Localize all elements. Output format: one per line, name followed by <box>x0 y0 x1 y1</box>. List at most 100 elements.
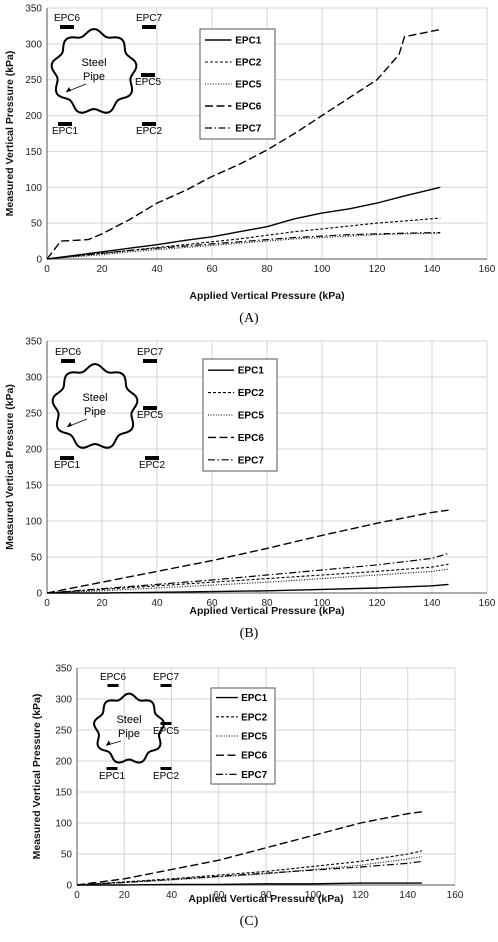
x-tick-label: 20 <box>96 598 108 609</box>
legend-label-epc5: EPC5 <box>241 732 268 743</box>
legend-label-epc6: EPC6 <box>238 433 265 444</box>
sensor-bar-epc6 <box>107 684 119 687</box>
y-tick-label: 50 <box>61 850 73 861</box>
x-tick-label: 120 <box>369 264 386 275</box>
series-line-epc5 <box>46 232 441 260</box>
y-tick-label: 100 <box>25 517 42 528</box>
legend-label-epc7: EPC7 <box>238 455 265 466</box>
panel-label: (C) <box>240 914 259 929</box>
pipe-pointer-arrow <box>66 87 71 92</box>
y-tick-label: 200 <box>25 111 42 122</box>
y-tick-label: 200 <box>25 445 42 456</box>
panel-label: (B) <box>240 626 259 641</box>
legend-label-epc1: EPC1 <box>235 36 262 47</box>
x-tick-label: 100 <box>305 890 322 901</box>
steel-pipe-outline <box>51 362 139 449</box>
sensor-label-epc2: EPC2 <box>139 460 166 471</box>
legend-label-epc1: EPC1 <box>241 693 268 704</box>
series-line-epc7 <box>46 231 441 260</box>
sensor-label-epc1: EPC1 <box>52 126 79 137</box>
sensor-bar-epc6 <box>60 25 74 29</box>
sensor-bar-epc1 <box>58 122 72 126</box>
y-tick-label: 300 <box>25 373 42 384</box>
y-tick-label: 100 <box>55 819 72 830</box>
y-tick-label: 150 <box>25 481 42 492</box>
sensor-bar-epc5 <box>141 73 155 77</box>
pipe-pointer-arrow <box>105 740 111 746</box>
sensor-bar-epc7 <box>143 359 157 363</box>
x-tick-label: 40 <box>151 598 163 609</box>
x-tick-label: 60 <box>213 890 225 901</box>
x-axis-title: Applied Vertical Pressure (kPa) <box>188 893 343 905</box>
x-tick-label: 20 <box>119 890 131 901</box>
pipe-label-line2: Pipe <box>84 406 106 418</box>
series-line-epc1 <box>47 583 449 594</box>
legend-label-epc1: EPC1 <box>238 366 265 377</box>
x-tick-label: 0 <box>74 890 80 901</box>
legend-label-epc7: EPC7 <box>241 770 268 781</box>
series-line-epc6 <box>76 811 422 886</box>
sensor-label-epc6: EPC6 <box>100 672 127 683</box>
y-axis-title: Measured Vertical Pressure (kPa) <box>4 51 16 217</box>
x-tick-label: 60 <box>206 598 218 609</box>
sensor-bar-epc7 <box>160 684 172 687</box>
series-line-epc7 <box>46 552 449 594</box>
legend-box <box>202 358 278 472</box>
y-tick-label: 250 <box>55 726 72 737</box>
sensor-bar-epc1 <box>60 456 74 460</box>
steel-pipe-outline <box>50 27 138 114</box>
sensor-bar-epc2 <box>160 767 172 770</box>
y-tick-label: 0 <box>36 589 42 600</box>
pipe-pointer-arrow <box>67 422 72 427</box>
steel-pipe-outline <box>93 692 165 764</box>
x-tick-label: 80 <box>261 598 273 609</box>
sensor-label-epc5: EPC5 <box>137 410 164 421</box>
legend-box <box>199 28 276 140</box>
x-tick-label: 40 <box>166 890 178 901</box>
x-tick-label: 120 <box>369 598 386 609</box>
pipe-label-line1: Steel <box>82 392 107 404</box>
pipe-label-line1: Steel <box>116 714 141 726</box>
legend-label-epc2: EPC2 <box>241 712 268 723</box>
x-tick-label: 100 <box>314 264 331 275</box>
y-tick-label: 100 <box>25 183 42 194</box>
series-line-epc1 <box>46 186 441 260</box>
x-tick-label: 120 <box>352 890 369 901</box>
y-axis-title: Measured Vertical Pressure (kPa) <box>31 694 43 860</box>
y-tick-label: 250 <box>25 409 42 420</box>
y-tick-label: 150 <box>55 788 72 799</box>
sensor-bar-epc2 <box>145 456 159 460</box>
sensor-label-epc7: EPC7 <box>136 13 163 24</box>
x-tick-label: 140 <box>424 598 441 609</box>
series-line-epc7 <box>76 860 422 886</box>
x-tick-label: 140 <box>399 890 416 901</box>
legend-label-epc6: EPC6 <box>241 751 268 762</box>
sensor-label-epc2: EPC2 <box>136 126 163 137</box>
sensor-label-epc5: EPC5 <box>153 726 180 737</box>
x-tick-label: 80 <box>260 890 272 901</box>
y-tick-label: 350 <box>55 664 72 675</box>
sensor-label-epc1: EPC1 <box>99 771 126 782</box>
sensor-label-epc1: EPC1 <box>54 460 81 471</box>
series-line-epc5 <box>76 855 422 886</box>
series-line-epc5 <box>46 568 449 594</box>
x-tick-label: 160 <box>479 598 496 609</box>
sensor-bar-epc5 <box>160 722 172 725</box>
legend-label-epc5: EPC5 <box>235 80 262 91</box>
x-axis-title: Applied Vertical Pressure (kPa) <box>189 605 344 617</box>
y-axis-title: Measured Vertical Pressure (kPa) <box>4 384 16 550</box>
y-tick-label: 150 <box>25 147 42 158</box>
sensor-bar-epc5 <box>143 406 157 410</box>
sensor-bar-epc2 <box>142 122 156 126</box>
legend-label-epc2: EPC2 <box>238 388 265 399</box>
x-tick-label: 160 <box>447 890 464 901</box>
series-line-epc6 <box>46 28 441 260</box>
x-axis-title: Applied Vertical Pressure (kPa) <box>189 290 344 302</box>
pipe-label-line2: Pipe <box>118 728 140 740</box>
sensor-label-epc5: EPC5 <box>135 77 162 88</box>
y-tick-label: 350 <box>25 337 42 348</box>
chart-panel-c: 0 20 40 60 80 100 120 140 160 0 50 100 150 200 250 300 3… <box>31 664 464 930</box>
series-line-epc2 <box>46 563 449 594</box>
sensor-bar-epc7 <box>142 25 156 29</box>
